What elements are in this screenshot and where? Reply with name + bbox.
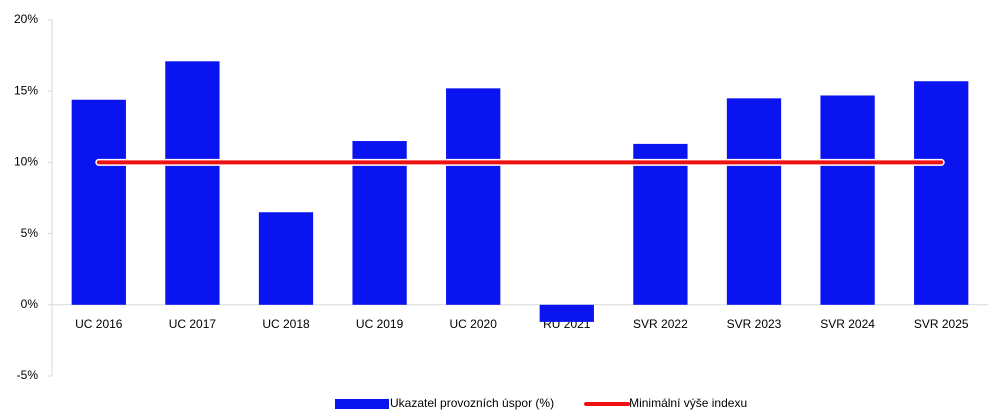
legend-label: Minimální výše indexu <box>629 396 747 410</box>
bar <box>633 143 688 305</box>
bar <box>446 88 501 305</box>
y-tick-label: 5% <box>21 226 39 240</box>
legend-label: Ukazatel provozních úspor (%) <box>390 396 554 410</box>
y-tick-label: 20% <box>14 12 38 26</box>
x-tick-label: SVR 2024 <box>820 317 875 331</box>
bar <box>71 99 126 305</box>
bar <box>258 212 314 305</box>
bar <box>914 81 969 305</box>
x-tick-label: SVR 2025 <box>914 317 969 331</box>
y-tick-label: 0% <box>21 297 39 311</box>
bar <box>820 95 875 305</box>
x-tick-label: UC 2020 <box>450 317 498 331</box>
x-tick-label: UC 2019 <box>356 317 404 331</box>
bar <box>726 98 782 305</box>
x-tick-label: SVR 2023 <box>727 317 782 331</box>
x-tick-label: UC 2017 <box>169 317 217 331</box>
bar <box>352 141 407 305</box>
x-tick-label: UC 2018 <box>262 317 310 331</box>
bar <box>539 304 594 322</box>
bar <box>165 61 220 305</box>
y-tick-label: 10% <box>14 155 38 169</box>
y-tick-label: 15% <box>14 83 38 97</box>
legend-swatch <box>335 399 389 409</box>
y-tick-label: -5% <box>17 368 39 382</box>
x-tick-label: SVR 2022 <box>633 317 688 331</box>
x-tick-label: UC 2016 <box>75 317 123 331</box>
